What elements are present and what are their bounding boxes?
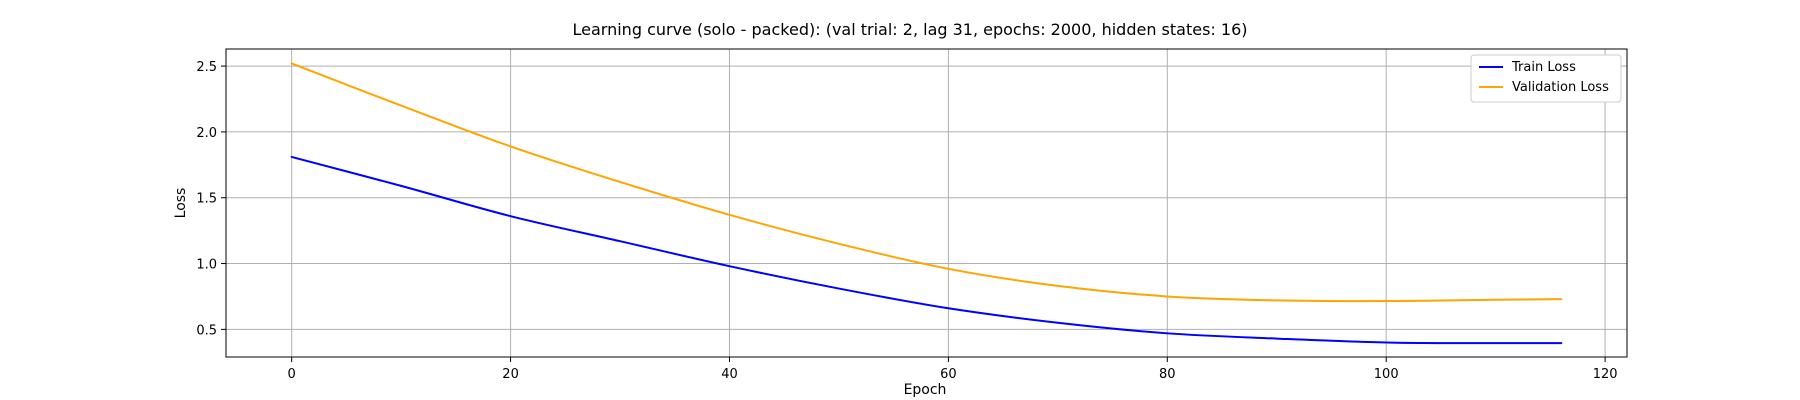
- y-tick-label-4: 2.5: [196, 60, 217, 75]
- y-tick-label-3: 2.0: [196, 126, 217, 141]
- x-tick-label-4: 80: [1159, 367, 1176, 382]
- x-tick-label-3: 60: [940, 367, 957, 382]
- y-tick-label-1: 1.0: [196, 258, 217, 273]
- y-tick-label-0: 0.5: [196, 323, 217, 338]
- x-tick-label-5: 100: [1374, 367, 1399, 382]
- plot-frame: [225, 48, 1628, 358]
- grid-layer: [226, 49, 1627, 357]
- y-axis-label: Loss: [173, 188, 189, 219]
- x-tick-label-1: 20: [502, 367, 519, 382]
- series-layer: [290, 62, 1563, 345]
- series-line-validation-loss: [290, 62, 1563, 303]
- legend: Train Loss Validation Loss: [1470, 54, 1622, 103]
- y-tick-label-2: 1.5: [196, 192, 217, 207]
- x-tick-label-2: 40: [721, 367, 738, 382]
- x-tick-label-6: 120: [1593, 367, 1618, 382]
- legend-frame: [1470, 54, 1622, 103]
- series-line-train-loss: [290, 155, 1563, 345]
- axis-layer: [225, 48, 1628, 358]
- chart-title: Learning curve (solo - packed): (val tri…: [573, 20, 1248, 39]
- legend-validation-label: Validation Loss: [1512, 80, 1609, 95]
- x-tick-label-0: 0: [288, 367, 296, 382]
- x-axis-label: Epoch: [904, 382, 947, 398]
- tick-layer: 0 20 40 60 80 100 120 0.5 1.0 1.5 2.0 2.5: [196, 60, 1617, 382]
- legend-train-label: Train Loss: [1511, 60, 1576, 75]
